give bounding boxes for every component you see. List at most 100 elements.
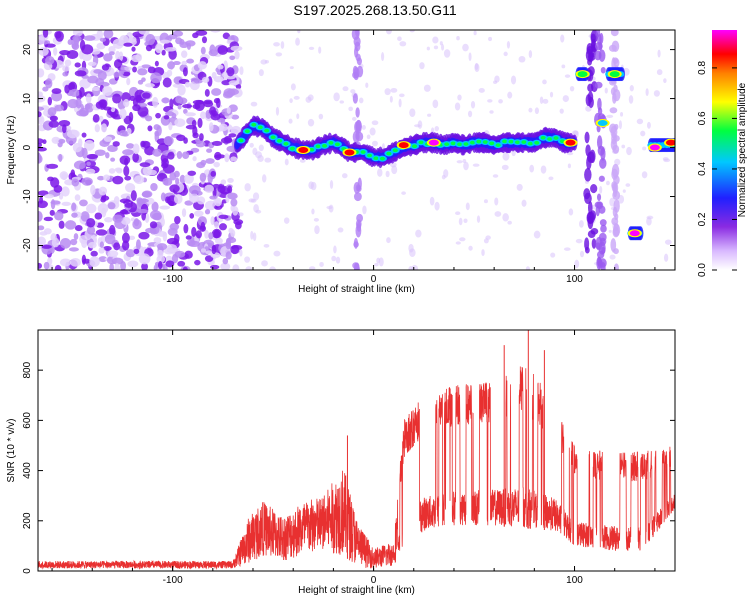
noise-blob — [217, 45, 229, 55]
hotspot — [597, 120, 608, 127]
noise-blob — [51, 91, 63, 102]
noise-blob — [142, 92, 151, 99]
speckle — [273, 250, 281, 257]
speckle — [561, 64, 566, 69]
noise-blob — [220, 262, 231, 270]
speckle — [608, 229, 612, 233]
noise-blob — [38, 106, 45, 111]
noise-blob — [80, 211, 90, 222]
noise-blob — [81, 254, 87, 265]
speckle — [432, 36, 439, 44]
speckle — [309, 266, 316, 270]
noise-blob — [61, 201, 72, 207]
noise-blob — [162, 177, 173, 186]
noise-blob — [218, 123, 228, 132]
noise-blob — [125, 249, 136, 258]
speckle — [362, 205, 367, 215]
speckle — [239, 249, 243, 257]
noise-blob — [197, 117, 203, 129]
noise-blob — [232, 264, 240, 270]
speckle — [250, 230, 254, 240]
speckle — [664, 239, 672, 245]
ridge-core — [540, 135, 546, 140]
noise-blob — [62, 124, 67, 134]
noise-blob — [45, 78, 53, 89]
ridge-core — [328, 141, 334, 145]
noise-blob — [160, 217, 165, 227]
noise-blob — [71, 39, 79, 50]
speckle — [599, 186, 603, 194]
noise-blob — [138, 231, 150, 240]
noise-blob — [98, 247, 105, 254]
noise-blob — [169, 172, 177, 181]
noise-blob — [204, 209, 211, 215]
noise-blob — [174, 215, 181, 225]
speckle — [319, 261, 324, 267]
noise-blob — [68, 82, 76, 90]
spectrogram-heatmap — [38, 30, 675, 270]
speckle — [550, 252, 556, 258]
noise-blob — [122, 71, 131, 77]
noise-blob — [228, 133, 237, 138]
snr-ytick-label: 0 — [22, 568, 33, 574]
speckle — [563, 247, 571, 251]
noise-blob — [182, 103, 193, 109]
noise-blob — [103, 30, 114, 39]
noise-blob — [218, 214, 229, 219]
noise-blob — [59, 258, 72, 267]
noise-blob — [226, 106, 231, 114]
noise-blob — [91, 86, 101, 91]
speckle — [283, 217, 290, 224]
speckle — [476, 215, 481, 223]
noise-blob — [133, 218, 140, 227]
noise-blob — [124, 182, 136, 193]
speckle — [568, 208, 574, 216]
noise-blob — [81, 132, 87, 138]
noise-blob — [122, 232, 130, 244]
noise-blob — [109, 262, 114, 270]
noise-blob — [226, 67, 235, 77]
noise-blob — [97, 203, 109, 214]
streak-blob — [353, 192, 362, 202]
noise-blob — [227, 192, 238, 200]
noise-blob — [127, 260, 139, 268]
noise-blob — [132, 143, 140, 155]
speckle — [314, 225, 320, 235]
noise-blob — [200, 111, 206, 120]
noise-blob — [129, 95, 136, 102]
speckle — [408, 266, 414, 270]
noise-blob — [49, 209, 55, 216]
noise-blob — [177, 104, 182, 110]
noise-blob — [38, 138, 44, 144]
noise-blob — [112, 175, 124, 185]
speckle — [361, 124, 366, 130]
noise-blob — [203, 100, 214, 108]
ridge-core — [495, 143, 501, 147]
noise-blob — [94, 124, 100, 133]
noise-blob — [225, 251, 232, 260]
streak-blob — [610, 30, 619, 37]
snr-frame — [37, 329, 676, 572]
noise-blob — [43, 216, 54, 222]
noise-blob — [121, 240, 130, 251]
noise-blob — [91, 48, 101, 55]
noise-blob — [85, 168, 96, 175]
speckle — [468, 52, 472, 62]
noise-blob — [62, 71, 69, 77]
speckle — [569, 85, 575, 92]
speckle — [620, 112, 624, 117]
noise-blob — [86, 153, 99, 160]
noise-blob — [204, 200, 217, 211]
ridge-core — [244, 129, 250, 134]
speckle — [521, 199, 527, 207]
noise-blob — [130, 190, 137, 202]
noise-blob — [104, 217, 113, 223]
streak-blob — [599, 219, 607, 227]
streak-blob — [596, 256, 602, 270]
speckle — [579, 220, 584, 228]
noise-blob — [175, 177, 180, 186]
ridge-core — [444, 142, 450, 146]
speckle — [646, 121, 651, 129]
speckle — [478, 88, 485, 93]
